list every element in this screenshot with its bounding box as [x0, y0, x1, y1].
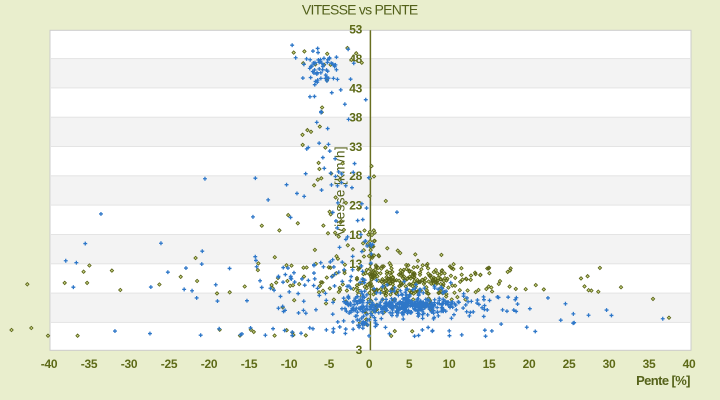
svg-text:Vitesse [km/h]: Vitesse [km/h]: [333, 146, 348, 236]
svg-text:20: 20: [523, 357, 536, 371]
svg-text:25: 25: [563, 357, 576, 371]
svg-text:-35: -35: [81, 357, 98, 371]
svg-text:-10: -10: [281, 357, 298, 371]
svg-text:15: 15: [483, 357, 496, 371]
svg-text:43: 43: [349, 81, 362, 95]
svg-text:-20: -20: [201, 357, 218, 371]
svg-text:53: 53: [349, 23, 362, 37]
svg-text:28: 28: [349, 169, 362, 183]
svg-text:40: 40: [683, 357, 696, 371]
svg-text:-40: -40: [41, 357, 58, 371]
svg-text:18: 18: [349, 228, 362, 242]
svg-text:0: 0: [366, 357, 373, 371]
svg-text:-15: -15: [241, 357, 258, 371]
svg-text:3: 3: [356, 316, 363, 330]
svg-text:3: 3: [356, 343, 363, 357]
svg-text:38: 38: [349, 111, 362, 125]
svg-text:10: 10: [443, 357, 456, 371]
svg-text:30: 30: [603, 357, 616, 371]
svg-text:8: 8: [356, 287, 363, 301]
svg-text:Pente [%]: Pente [%]: [636, 373, 690, 388]
svg-text:-25: -25: [161, 357, 178, 371]
svg-text:5: 5: [406, 357, 413, 371]
svg-text:-5: -5: [324, 357, 335, 371]
svg-text:33: 33: [349, 140, 362, 154]
svg-text:35: 35: [643, 357, 656, 371]
svg-text:-30: -30: [121, 357, 138, 371]
svg-text:VITESSE vs PENTE: VITESSE vs PENTE: [302, 2, 418, 18]
svg-text:23: 23: [349, 199, 362, 213]
